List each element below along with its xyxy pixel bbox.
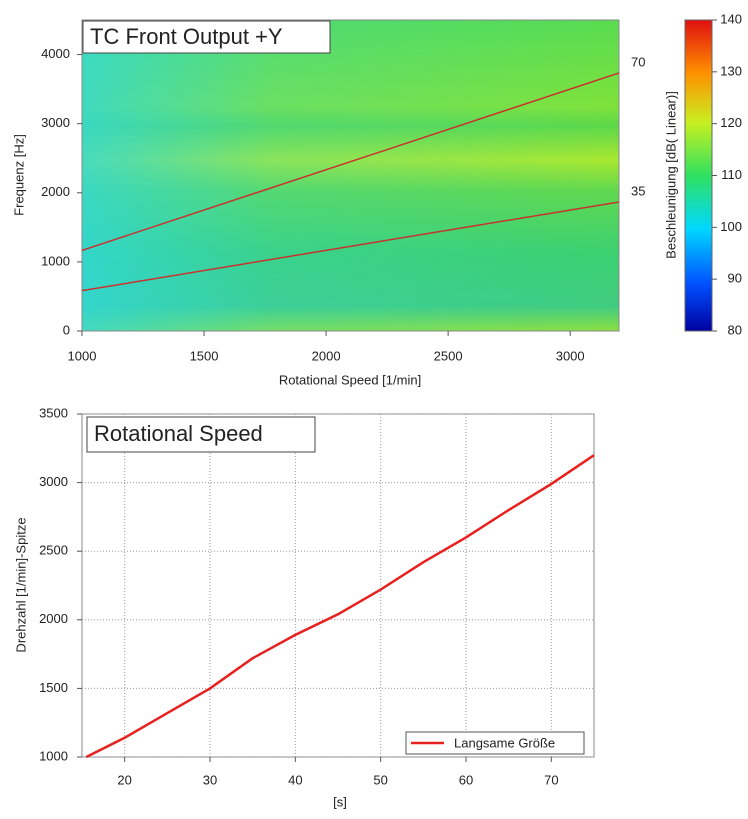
order-label: 70 — [631, 54, 645, 69]
order-line — [82, 72, 619, 252]
colorbar-tick-label: 90 — [728, 271, 742, 286]
x-tick-label: 70 — [544, 772, 558, 787]
y-tick-label: 2500 — [39, 543, 68, 558]
spectrogram-panel: TC Front Output +Y Rotational Speed [1/m… — [11, 19, 713, 387]
title-box — [86, 416, 316, 453]
order-lines — [82, 72, 619, 292]
x-tick-label: 30 — [203, 772, 217, 787]
colorbar-tick-label: 110 — [721, 167, 742, 182]
x-tick-label: 2000 — [312, 348, 341, 363]
colorbar-tick-label: 80 — [728, 322, 742, 337]
y-tick-label: 3500 — [39, 405, 68, 420]
x-axis-label: Rotational Speed [1/min] — [279, 372, 421, 387]
colorbar-tick-label: 140 — [720, 11, 742, 26]
colorbar-tick-label: 130 — [720, 63, 742, 78]
speed-panel: [s] Drehzahl [1/min]-Spitze — [13, 413, 595, 809]
y-axis-label: Drehzahl [1/min]-Spitze — [13, 517, 28, 652]
y-axis-label: Frequenz [Hz] — [11, 134, 26, 216]
order-label: 35 — [631, 183, 645, 198]
x-tick-label: 2500 — [434, 348, 463, 363]
y-tick-label: 3000 — [41, 115, 70, 130]
y-tick-label: 4000 — [41, 46, 70, 61]
x-tick-label: 1500 — [190, 348, 219, 363]
y-tick-label: 2000 — [41, 184, 70, 199]
colorbar-label: Beschleunigung [dB( Linear)] — [663, 91, 678, 259]
y-tick-label: 1000 — [39, 748, 68, 763]
x-tick-label: 50 — [373, 772, 387, 787]
x-tick-label: 3000 — [556, 348, 585, 363]
x-tick-label: 40 — [288, 772, 302, 787]
series-line — [85, 454, 595, 759]
x-axis-label: [s] — [333, 794, 347, 809]
x-tick-label: 1000 — [68, 348, 97, 363]
order-line — [82, 201, 619, 292]
legend-label: Langsame Größe — [454, 735, 555, 750]
x-tick-label: 60 — [459, 772, 473, 787]
x-tick-label: 20 — [117, 772, 131, 787]
title-box — [82, 20, 331, 54]
plot-frame — [81, 19, 620, 332]
chart-title: TC Front Output +Y — [90, 24, 283, 49]
y-tick-label: 2000 — [39, 611, 68, 626]
y-tick-label: 0 — [63, 322, 70, 337]
legend-box — [405, 731, 585, 755]
plot-frame — [81, 413, 595, 758]
colorbar — [684, 19, 713, 332]
y-tick-label: 1500 — [39, 680, 68, 695]
spectrogram-shade — [82, 20, 619, 331]
y-tick-label: 3000 — [39, 474, 68, 489]
chart-title: Rotational Speed — [94, 421, 263, 446]
y-tick-label: 1000 — [41, 253, 70, 268]
colorbar-tick-label: 100 — [720, 219, 742, 234]
colorbar-tick-label: 120 — [720, 115, 742, 130]
